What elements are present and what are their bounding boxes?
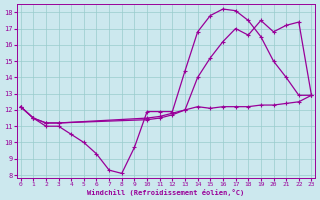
X-axis label: Windchill (Refroidissement éolien,°C): Windchill (Refroidissement éolien,°C)	[87, 189, 245, 196]
